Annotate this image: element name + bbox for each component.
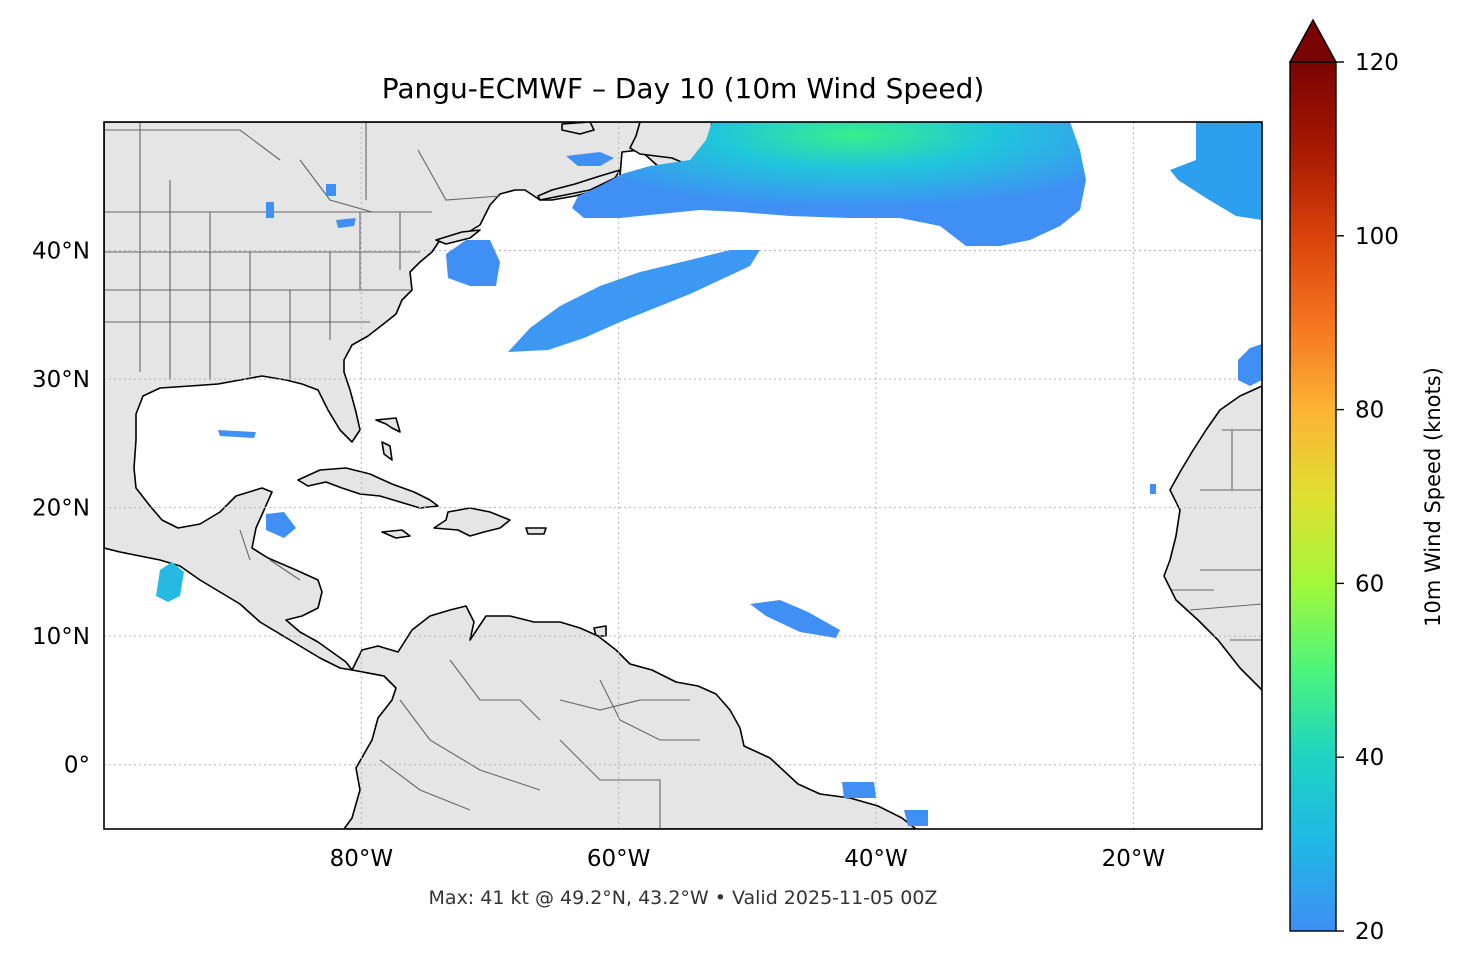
lat-tick-label: 40°N	[32, 239, 90, 265]
lat-tick-label: 10°N	[32, 624, 90, 650]
colorbar-tick: 40	[1336, 745, 1384, 771]
lon-tick-label: 80°W	[330, 846, 394, 872]
south-america-landmass	[343, 605, 917, 829]
wind-region-caribbean-west	[266, 512, 296, 538]
lon-tick-label: 60°W	[587, 846, 651, 872]
colorbar-tick: 80	[1336, 398, 1384, 424]
wind-region-pacific-mexico	[156, 562, 184, 602]
colorbar-extend-arrow	[1288, 18, 1338, 63]
lat-tick-label: 0°	[64, 753, 90, 779]
colorbar-tick-label: 40	[1355, 745, 1384, 771]
africa-landmass	[1163, 385, 1262, 691]
colorbar-tick-label: 80	[1355, 398, 1384, 424]
map-frame	[103, 121, 1263, 830]
lon-axis: 80°W 60°W 40°W 20°W	[330, 846, 1166, 872]
lat-axis: 40°N 30°N 20°N 10°N 0°	[32, 239, 90, 779]
wind-region-canary	[1238, 344, 1262, 386]
wind-region-gulf-stream	[446, 240, 500, 286]
colorbar-tick: 120	[1336, 50, 1399, 76]
colorbar-tick-label: 120	[1355, 50, 1399, 76]
colorbar-tick: 60	[1336, 571, 1384, 597]
bahamas-2	[381, 441, 393, 461]
colorbar-tick: 20	[1336, 919, 1384, 945]
wind-region-mid-atlantic	[750, 600, 840, 638]
wind-region-equatorial-2	[904, 810, 928, 826]
map-gridlines	[104, 122, 1262, 829]
lon-tick-label: 40°W	[844, 846, 908, 872]
colorbar-tick-label: 20	[1355, 919, 1384, 945]
map-panel	[104, 122, 1262, 829]
hispaniola	[433, 507, 511, 537]
colorbar: 20 40 60 80 100 120 10m Wind Speed (knot…	[1288, 18, 1445, 945]
colorbar-tick: 100	[1336, 224, 1399, 250]
wind-region-labrador	[566, 152, 614, 166]
wind-speed-field	[156, 122, 1262, 826]
wind-region-ne-atlantic	[1170, 122, 1262, 220]
long-island	[435, 229, 481, 245]
lon-tick-label: 20°W	[1102, 846, 1166, 872]
wind-region-subtropical-band	[508, 250, 760, 352]
colorbar-tick-label: 60	[1355, 571, 1384, 597]
wind-region-lake-erie	[336, 218, 356, 228]
wind-region-gulf	[218, 430, 256, 438]
footer-max-wind: Max: 41 kt @ 49.2°N, 43.2°W • Valid 2025…	[429, 887, 938, 909]
wind-region-equatorial	[842, 782, 876, 798]
bahamas	[375, 417, 401, 433]
north-america-landmass	[104, 122, 1262, 671]
colorbar-tick-label: 100	[1355, 224, 1399, 250]
lat-tick-label: 20°N	[32, 496, 90, 522]
political-borders	[104, 122, 1262, 829]
puerto-rico	[525, 527, 547, 535]
wind-region-cape-verde	[1150, 484, 1156, 494]
wind-region-great-lakes	[326, 184, 336, 196]
jamaica	[381, 529, 411, 539]
colorbar-gradient	[1289, 61, 1337, 932]
nova-scotia	[537, 169, 621, 201]
cuba	[297, 467, 439, 509]
lat-tick-label: 30°N	[32, 367, 90, 393]
wind-region-north-jet	[572, 122, 1086, 246]
wind-region-lake-michigan	[266, 202, 274, 218]
map-title: Pangu-ECMWF – Day 10 (10m Wind Speed)	[382, 72, 985, 105]
colorbar-label: 10m Wind Speed (knots)	[1421, 367, 1445, 627]
